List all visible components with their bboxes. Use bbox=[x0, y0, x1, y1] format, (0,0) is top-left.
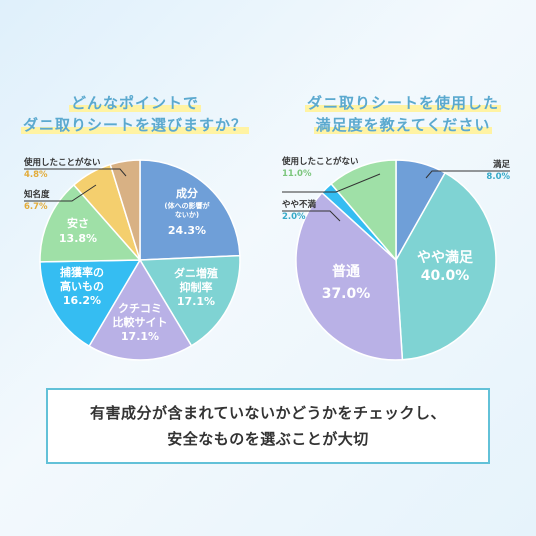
left-pie-slice-label: 使用したことがない bbox=[23, 157, 101, 168]
left-pie-slice-label: 知名度 bbox=[24, 189, 50, 200]
right-pie-slice-label: 普通 bbox=[332, 263, 360, 280]
right-chart-title: ダニ取りシートを使用した 満足度を教えてください bbox=[278, 92, 528, 136]
left-pie-slice-label: ダニ増殖 bbox=[174, 266, 218, 280]
left-pie-leader-line bbox=[24, 168, 127, 177]
conclusion-callout: 有害成分が含まれていないかどうかをチェックし、 安全なものを選ぶことが大切 bbox=[46, 388, 490, 464]
right-pie-slice bbox=[330, 159, 397, 263]
left-title-line1: どんなポイントで bbox=[68, 94, 201, 112]
right-pie-leader-line bbox=[282, 173, 381, 193]
left-pie-slice-sublabel: (体への影響が bbox=[164, 201, 209, 210]
left-pie-slice-value: 24.3% bbox=[168, 224, 206, 237]
left-pie-slice-value: 16.2% bbox=[63, 294, 101, 307]
left-pie-slice-label: 抑制率 bbox=[180, 280, 213, 294]
left-title-line2: ダニ取りシートを選びますか？ bbox=[20, 116, 249, 134]
right-pie-slice-label: やや満足 bbox=[417, 249, 474, 266]
right-title-line1: ダニ取りシートを使用した bbox=[304, 94, 501, 112]
right-pie-slice-label: 使用したことがない bbox=[281, 156, 359, 167]
left-pie-slice bbox=[138, 254, 241, 347]
left-chart-title: どんなポイントで ダニ取りシートを選びますか？ bbox=[10, 92, 260, 136]
left-pie-slice bbox=[39, 183, 142, 263]
right-pie-slice-value: 11.0% bbox=[282, 169, 312, 179]
left-pie-slice-value: 17.1% bbox=[177, 295, 215, 308]
right-pie-slice-label: 満足 bbox=[493, 159, 511, 170]
left-pie-slice-label: クチコミ bbox=[118, 302, 162, 315]
left-pie-slice-value: 4.8% bbox=[24, 170, 48, 180]
left-pie-leader-line bbox=[24, 184, 97, 202]
right-pie-leader-line bbox=[425, 170, 510, 179]
left-pie-slice bbox=[109, 159, 141, 261]
right-pie-slice-value: 37.0% bbox=[322, 286, 371, 302]
callout-line1: 有害成分が含まれていないかどうかをチェックし、 bbox=[89, 404, 447, 422]
left-pie-slice-sublabel: ないか) bbox=[175, 210, 199, 219]
right-pie-slice-value: 8.0% bbox=[486, 172, 510, 182]
left-pie-slice-value: 17.1% bbox=[121, 330, 159, 343]
left-pie-slice-value: 13.8% bbox=[59, 232, 97, 245]
left-pie-slice-label: 比較サイト bbox=[113, 315, 168, 329]
left-pie-slice-label: 高いもの bbox=[60, 279, 104, 293]
left-pie-slice-label: 安さ bbox=[67, 216, 89, 230]
left-pie-slice bbox=[139, 159, 241, 261]
right-pie-slice bbox=[295, 191, 404, 361]
right-title-line2: 満足度を教えてください bbox=[313, 116, 493, 134]
right-pie-slice bbox=[395, 171, 497, 361]
right-pie-slice-label: やや不満 bbox=[282, 199, 317, 210]
left-pie-slice-label: 捕獲率の bbox=[60, 265, 104, 279]
left-pie-slice-label: 成分 bbox=[176, 186, 198, 200]
left-pie-slice-value: 6.7% bbox=[24, 202, 48, 212]
left-pie-slice bbox=[88, 258, 193, 361]
right-pie-slice-value: 40.0% bbox=[421, 268, 470, 284]
callout-line2: 安全なものを選ぶことが大切 bbox=[167, 430, 369, 448]
right-pie-leader-line bbox=[282, 210, 341, 222]
right-pie-slice-value: 2.0% bbox=[282, 212, 306, 222]
left-pie-slice bbox=[39, 259, 142, 348]
